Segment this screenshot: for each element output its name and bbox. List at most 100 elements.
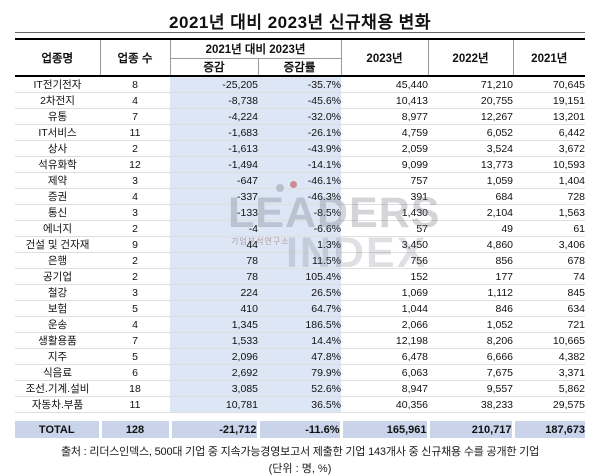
total-year-2023-cell: 165,961 — [339, 421, 428, 438]
industry-count-cell: 2 — [100, 220, 170, 237]
industry-count-cell: 4 — [100, 92, 170, 109]
industry-cell: 자동차.부품 — [15, 396, 100, 413]
year-2023-cell: 40,356 — [341, 396, 429, 413]
year-2022-cell: 1,059 — [428, 172, 514, 189]
year-2022-cell: 20,755 — [428, 92, 514, 109]
industry-cell: IT서비스 — [15, 124, 100, 141]
year-2021-cell: 3,406 — [513, 236, 586, 253]
industry-cell: 철강 — [15, 284, 100, 301]
change-cell: 78 — [170, 252, 258, 269]
change-rate-cell: 47.8% — [258, 348, 342, 365]
col-header-change: 증감 — [169, 58, 258, 77]
industry-count-cell: 7 — [100, 332, 170, 349]
change-cell: -8,738 — [170, 92, 258, 109]
year-2023-cell: 1,430 — [341, 204, 429, 221]
table-row: 공기업 2 78 105.4% 152 177 74 — [15, 268, 586, 285]
change-rate-cell: 1.3% — [258, 236, 342, 253]
table-row: 운송 4 1,345 186.5% 2,066 1,052 721 — [15, 316, 586, 333]
change-cell: 1,345 — [170, 316, 258, 333]
table-row: 제약 3 -647 -46.1% 757 1,059 1,404 — [15, 172, 586, 189]
year-2022-cell: 4,860 — [428, 236, 514, 253]
col-header-count: 업종 수 — [99, 39, 170, 77]
table-row: 지주 5 2,096 47.8% 6,478 6,666 4,382 — [15, 348, 586, 365]
change-rate-cell: -26.1% — [258, 124, 342, 141]
change-rate-cell: 64.7% — [258, 300, 342, 317]
col-header-2021: 2021년 — [512, 39, 586, 77]
change-cell: -1,494 — [170, 156, 258, 173]
table-row: 2차전지 4 -8,738 -45.6% 10,413 20,755 19,151 — [15, 92, 586, 109]
industry-cell: 통신 — [15, 204, 100, 221]
year-2021-cell: 29,575 — [513, 396, 586, 413]
total-industry-cell: TOTAL — [15, 421, 100, 438]
table-row: 식음료 6 2,692 79.9% 6,063 7,675 3,371 — [15, 364, 586, 381]
change-rate-cell: 11.5% — [258, 252, 342, 269]
year-2021-cell: 678 — [513, 252, 586, 269]
year-2022-cell: 12,267 — [428, 108, 514, 125]
industry-count-cell: 11 — [100, 396, 170, 413]
year-2023-cell: 9,099 — [341, 156, 429, 173]
year-2023-cell: 1,069 — [341, 284, 429, 301]
year-2021-cell: 6,442 — [513, 124, 586, 141]
table-row: 통신 3 -133 -8.5% 1,430 2,104 1,563 — [15, 204, 586, 221]
change-rate-cell: 79.9% — [258, 364, 342, 381]
industry-cell: 2차전지 — [15, 92, 100, 109]
industry-cell: 운송 — [15, 316, 100, 333]
table-row: 조선.기계.설비 18 3,085 52.6% 8,947 9,557 5,862 — [15, 380, 586, 397]
year-2023-cell: 1,044 — [341, 300, 429, 317]
col-header-industry: 업종명 — [15, 39, 100, 77]
industry-cell: 증권 — [15, 188, 100, 205]
year-2021-cell: 721 — [513, 316, 586, 333]
industry-count-cell: 18 — [100, 380, 170, 397]
year-2023-cell: 2,066 — [341, 316, 429, 333]
change-cell: 224 — [170, 284, 258, 301]
industry-count-cell: 3 — [100, 204, 170, 221]
change-cell: 2,096 — [170, 348, 258, 365]
industry-count-cell: 2 — [100, 268, 170, 285]
industry-count-cell: 3 — [100, 284, 170, 301]
year-2022-cell: 2,104 — [428, 204, 514, 221]
change-cell: -133 — [170, 204, 258, 221]
change-cell: -4,224 — [170, 108, 258, 125]
total-industry-count-cell: 128 — [98, 421, 170, 438]
industry-count-cell: 11 — [100, 124, 170, 141]
change-rate-cell: 26.5% — [258, 284, 342, 301]
year-2021-cell: 61 — [513, 220, 586, 237]
total-change-cell: -21,712 — [168, 421, 258, 438]
year-2022-cell: 177 — [428, 268, 514, 285]
change-cell: 78 — [170, 268, 258, 285]
year-2021-cell: 3,672 — [513, 140, 586, 157]
industry-count-cell: 9 — [100, 236, 170, 253]
year-2022-cell: 846 — [428, 300, 514, 317]
year-2023-cell: 12,198 — [341, 332, 429, 349]
unit-note: (단위 : 명, %) — [268, 463, 332, 475]
table-row: 유통 7 -4,224 -32.0% 8,977 12,267 13,201 — [15, 108, 586, 125]
industry-count-cell: 7 — [100, 108, 170, 125]
year-2021-cell: 634 — [513, 300, 586, 317]
table-row: 건설 및 건자재 9 44 1.3% 3,450 4,860 3,406 — [15, 236, 586, 253]
col-header-group-2021-vs-2023: 2021년 대비 2023년 — [169, 39, 342, 59]
year-2022-cell: 13,773 — [428, 156, 514, 173]
total-change-rate-cell: -11.6% — [256, 421, 341, 438]
industry-cell: 조선.기계.설비 — [15, 380, 100, 397]
table-row: 에너지 2 -4 -6.6% 57 49 61 — [15, 220, 586, 237]
table-row: 은행 2 78 11.5% 756 856 678 — [15, 252, 586, 269]
year-2021-cell: 19,151 — [513, 92, 586, 109]
total-row: TOTAL 128 -21,712 -11.6% 165,961 210,717 187,6… — [15, 421, 585, 438]
total-row-table: TOTAL 128 -21,712 -11.6% 165,961 210,717 187,6… — [15, 421, 585, 438]
year-2023-cell: 756 — [341, 252, 429, 269]
change-rate-cell: 105.4% — [258, 268, 342, 285]
industry-cell: 제약 — [15, 172, 100, 189]
change-rate-cell: -6.6% — [258, 220, 342, 237]
change-cell: -4 — [170, 220, 258, 237]
change-rate-cell: -43.9% — [258, 140, 342, 157]
change-rate-cell: -45.6% — [258, 92, 342, 109]
col-header-2023: 2023년 — [340, 39, 429, 77]
table-body: IT전기전자 8 -25,205 -35.7% 45,440 71,210 70,645 2차… — [15, 76, 586, 413]
col-header-2022: 2022년 — [427, 39, 514, 77]
table-row: 증권 4 -337 -46.3% 391 684 728 — [15, 188, 586, 205]
year-2023-cell: 45,440 — [341, 76, 429, 93]
industry-cell: 식음료 — [15, 364, 100, 381]
page-title: 2021년 대비 2023년 신규채용 변화 — [169, 13, 431, 32]
year-2023-cell: 2,059 — [341, 140, 429, 157]
year-2023-cell: 4,759 — [341, 124, 429, 141]
